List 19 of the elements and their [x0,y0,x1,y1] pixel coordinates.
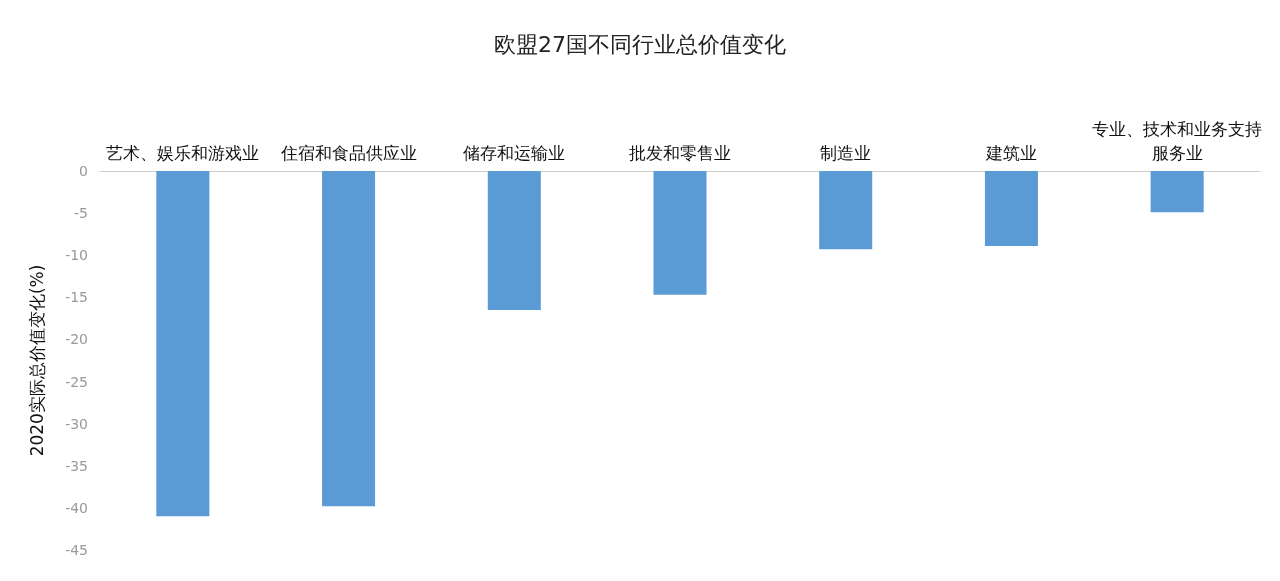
x-tick-label: 批发和零售业 [629,143,731,163]
y-tick-label: -25 [65,373,88,390]
x-tick-label: 艺术、娱乐和游戏业 [106,143,260,163]
x-tick-label: 住宿和食品供应业 [279,143,417,163]
y-tick-label: -40 [65,499,88,516]
y-tick-label: 0 [79,163,88,179]
y-axis-title: 2020实际总价值变化(%) [26,264,47,457]
x-tick-label: 建筑业 [984,143,1037,163]
y-tick-label: -45 [65,542,88,558]
x-tick-label: 专业、技术和业务支持服务业 [1092,119,1263,163]
y-tick-label: -30 [65,415,88,432]
chart-title: 欧盟27国不同行业总价值变化 [494,31,786,57]
y-tick-label: -10 [65,247,88,264]
y-tick-label: -15 [65,289,88,306]
y-tick-label: -20 [65,331,88,348]
y-tick-label: -5 [74,205,88,222]
y-tick-label: -35 [65,457,88,474]
x-tick-label: 储存和运输业 [463,143,566,163]
x-tick-label: 制造业 [820,143,872,163]
